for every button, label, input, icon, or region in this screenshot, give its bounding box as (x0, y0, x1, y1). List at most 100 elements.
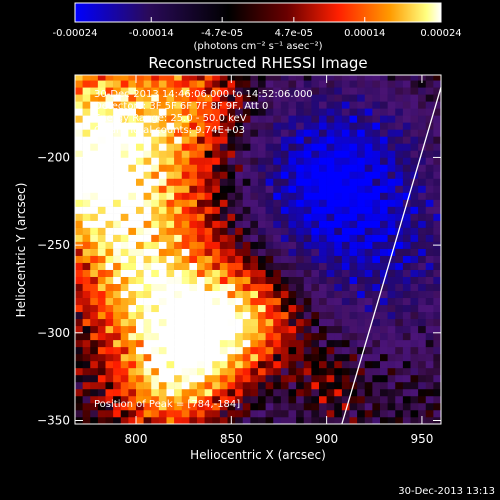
heatmap-cell (311, 311, 320, 320)
heatmap-cell (189, 325, 198, 334)
heatmap-cell (250, 255, 259, 263)
heatmap-cell (258, 157, 266, 165)
heatmap-cell (197, 346, 205, 355)
heatmap-cell (258, 346, 266, 355)
heatmap-cell (296, 234, 305, 242)
heatmap-cell (235, 178, 244, 186)
heatmap-cell (82, 150, 91, 158)
heatmap-cell (197, 122, 205, 130)
heatmap-cell (288, 241, 297, 249)
heatmap-cell (120, 241, 129, 249)
heatmap-cell (265, 150, 274, 158)
heatmap-cell (204, 185, 213, 193)
heatmap-cell (219, 262, 228, 270)
heatmap-cell (235, 164, 244, 172)
heatmap-cell (174, 75, 183, 81)
heatmap-cell (349, 353, 358, 362)
heatmap-cell (319, 276, 327, 284)
heatmap-cell (120, 416, 129, 424)
heatmap-cell (395, 164, 404, 172)
heatmap-cell (151, 262, 160, 270)
heatmap-cell (128, 199, 137, 207)
heatmap-cell (273, 94, 282, 102)
heatmap-cell (189, 339, 198, 348)
heatmap-cell (357, 297, 366, 306)
heatmap-cell (395, 318, 404, 327)
heatmap-cell (90, 311, 99, 320)
heatmap-cell (204, 157, 213, 165)
heatmap-cell (158, 108, 167, 116)
heatmap-cell (181, 402, 190, 411)
heatmap-cell (341, 395, 350, 404)
heatmap-cell (341, 360, 350, 369)
heatmap-cell (273, 213, 282, 221)
heatmap-cell (380, 136, 388, 144)
heatmap-cell (143, 75, 152, 81)
heatmap-cell (136, 325, 144, 334)
heatmap-cell (90, 416, 99, 424)
heatmap-cell (105, 178, 114, 186)
heatmap-cell (311, 164, 320, 172)
heatmap-cell (143, 101, 152, 109)
heatmap-cell (402, 75, 411, 81)
heatmap-cell (349, 178, 358, 186)
heatmap-cell (189, 353, 198, 362)
heatmap-cell (235, 171, 244, 179)
heatmap-cell (212, 402, 221, 411)
heatmap-cell (258, 75, 266, 81)
heatmap-cell (136, 346, 144, 355)
heatmap-cell (349, 311, 358, 320)
heatmap-cell (334, 283, 343, 292)
heatmap-cell (166, 311, 175, 320)
heatmap-cell (75, 178, 83, 186)
heatmap-cell (250, 150, 259, 158)
heatmap-cell (105, 87, 114, 95)
heatmap-cell (174, 101, 183, 109)
heatmap-cell (288, 395, 297, 404)
heatmap-cell (105, 318, 114, 327)
heatmap-cell (151, 325, 160, 334)
heatmap-cell (219, 241, 228, 249)
heatmap-cell (166, 227, 175, 235)
heatmap-cell (387, 276, 396, 284)
heatmap-cell (105, 171, 114, 179)
heatmap-cell (280, 402, 289, 411)
heatmap-cell (204, 276, 213, 284)
heatmap-cell (334, 255, 343, 263)
heatmap-cell (166, 318, 175, 327)
heatmap-cell (387, 227, 396, 235)
heatmap-cell (364, 416, 373, 424)
heatmap-cell (235, 241, 244, 249)
heatmap-cell (82, 192, 91, 200)
heatmap-cell (357, 367, 366, 376)
heatmap-cell (296, 269, 305, 277)
heatmap-cell (364, 325, 373, 334)
heatmap-cell (120, 143, 129, 151)
heatmap-cell (341, 311, 350, 320)
heatmap-cell (326, 220, 335, 228)
heatmap-cell (90, 388, 99, 397)
heatmap-cell (181, 255, 190, 263)
heatmap-cell (97, 297, 106, 306)
heatmap-cell (319, 381, 327, 390)
heatmap-cell (258, 318, 266, 327)
heatmap-cell (288, 388, 297, 397)
heatmap-cell (204, 360, 213, 369)
heatmap-cell (197, 192, 205, 200)
heatmap-cell (197, 150, 205, 158)
heatmap-cell (258, 164, 266, 172)
heatmap-cell (258, 283, 266, 292)
heatmap-cell (82, 262, 91, 270)
heatmap-cell (349, 164, 358, 172)
heatmap-cell (364, 101, 373, 109)
heatmap-cell (433, 192, 441, 200)
heatmap-cell (273, 262, 282, 270)
heatmap-cell (235, 304, 244, 313)
heatmap-cell (219, 395, 228, 404)
heatmap-cell (410, 143, 419, 151)
heatmap-cell (425, 339, 434, 348)
heatmap-cell (372, 241, 381, 249)
heatmap-cell (197, 87, 205, 95)
heatmap-cell (349, 234, 358, 242)
heatmap-cell (303, 94, 312, 102)
